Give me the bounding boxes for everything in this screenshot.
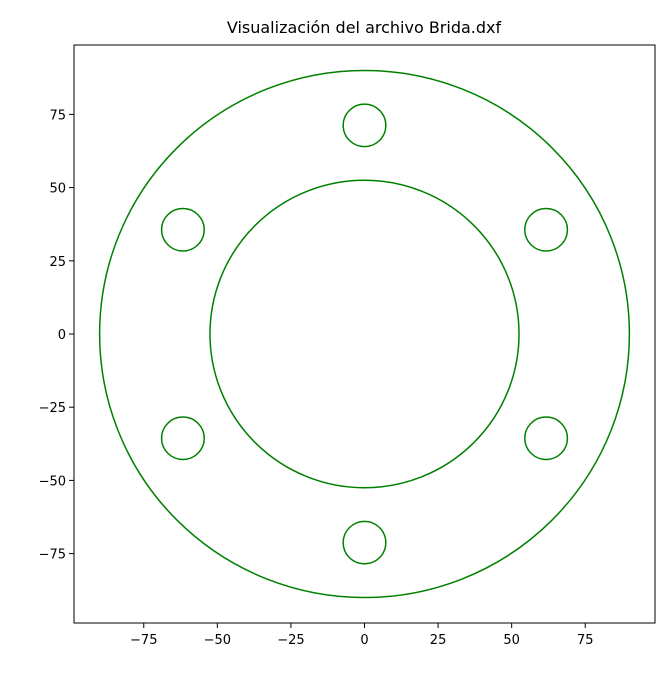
x-tick-label: 50 [503,633,520,648]
bolt-hole-1 [342,103,387,148]
chart-title: Visualización del archivo Brida.dxf [227,18,502,37]
bolt-hole-4 [342,520,387,565]
y-tick-label: 25 [49,255,66,270]
x-tick-label: 0 [360,633,368,648]
bolt-hole-5 [160,416,205,461]
axes-frame [73,44,656,624]
bolt-hole-6 [160,207,205,252]
y-tick-label: −50 [39,474,66,489]
y-axis: 75 50 25 0 −25 −50 −75 [39,108,74,563]
y-tick-label: −75 [39,548,66,563]
outer-circle [98,69,631,599]
x-tick-label: 75 [577,633,594,648]
bolt-hole-2 [524,207,569,252]
y-tick-label: −25 [39,401,66,416]
x-tick-label: −25 [277,633,304,648]
bolt-hole-3 [524,416,569,461]
circles-layer [98,69,631,599]
inner-circle [209,179,520,489]
x-tick-label: −75 [130,633,157,648]
y-tick-label: 75 [49,108,66,123]
x-tick-label: 25 [430,633,447,648]
x-tick-label: −50 [204,633,231,648]
y-tick-label: 50 [49,182,66,197]
x-axis: −75 −50 −25 0 25 50 75 [130,623,594,648]
y-tick-label: 0 [58,328,66,343]
